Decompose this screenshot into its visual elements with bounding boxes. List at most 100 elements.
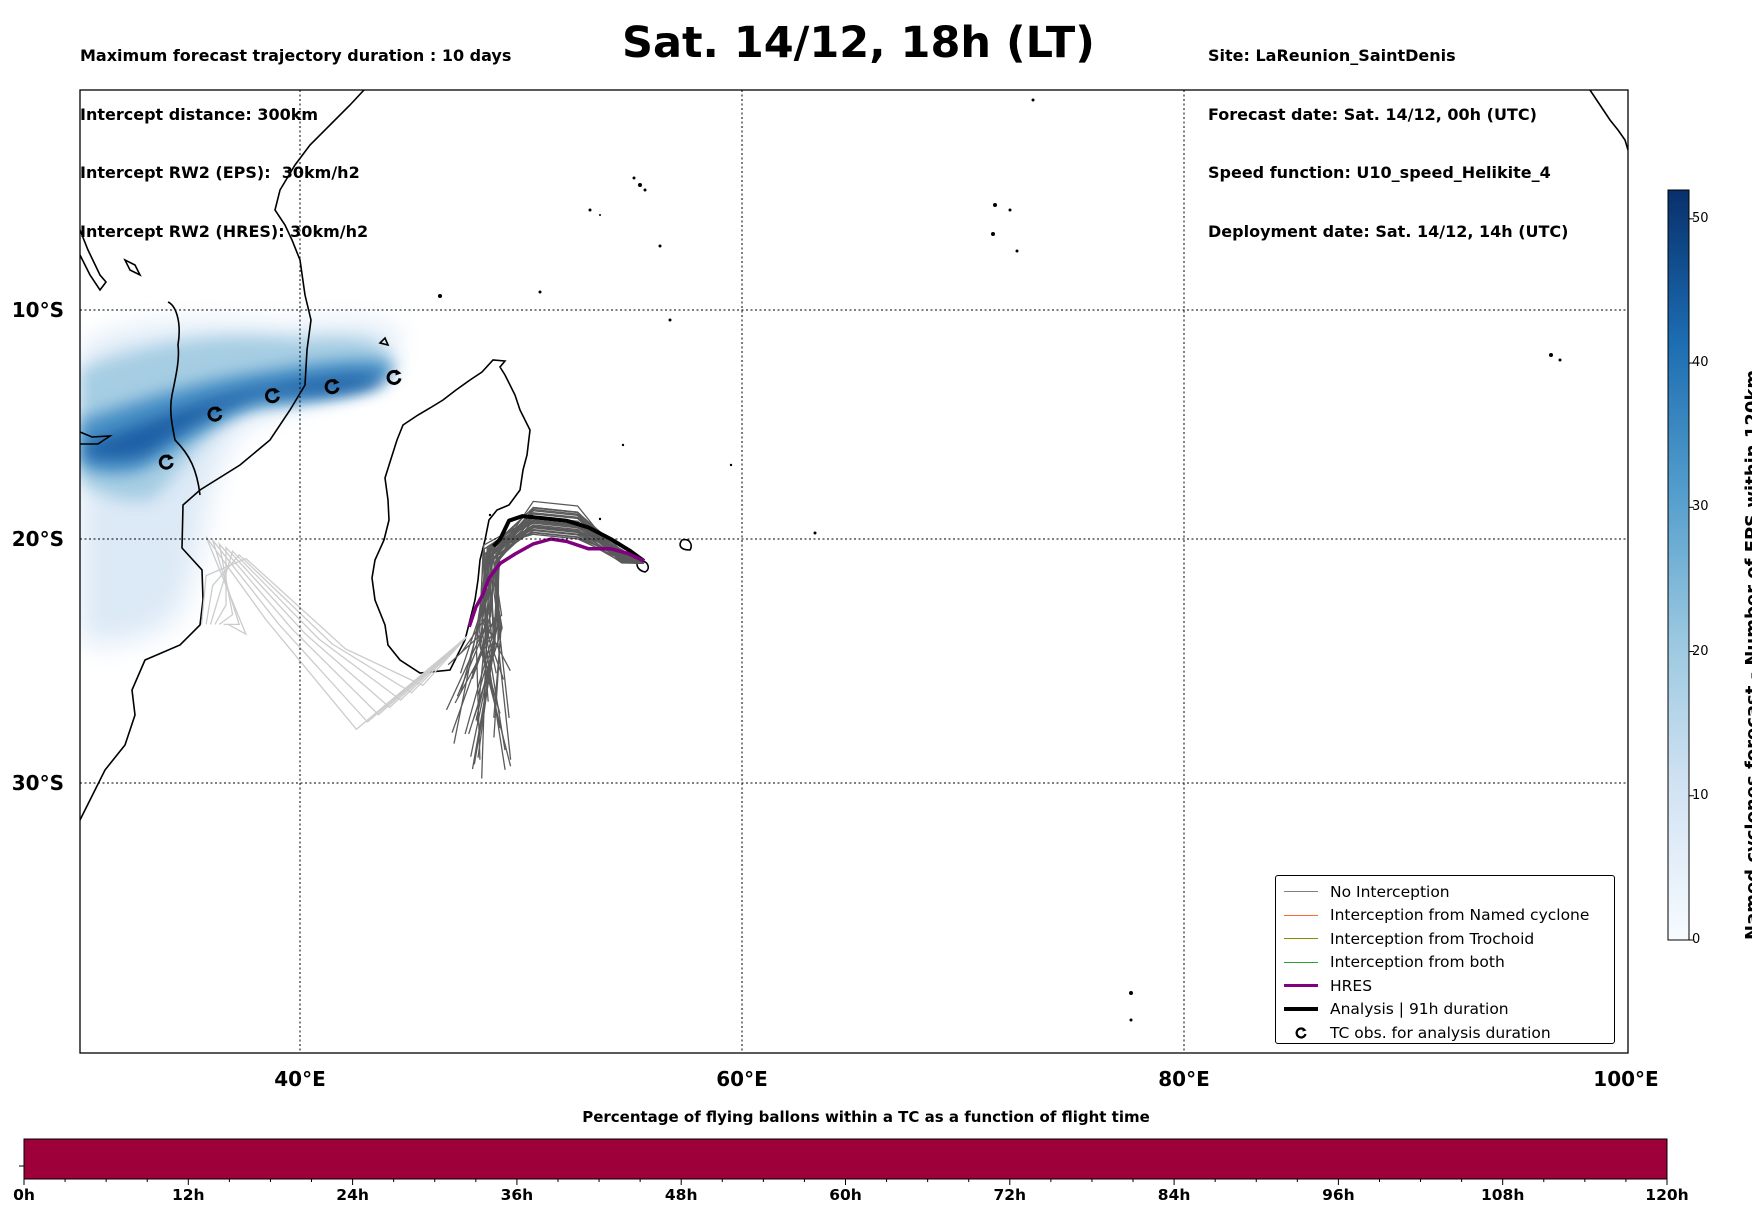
map-frame: [79, 89, 1629, 1054]
eps-trajectory-faded: [205, 536, 468, 731]
lon-label: 100°E: [1593, 1067, 1659, 1091]
lake-tanganyika: [80, 431, 113, 445]
legend: No Interception Interception from Named …: [1275, 875, 1615, 1044]
east-africa-islands: [123, 258, 142, 277]
lat-label: 30°S: [11, 771, 64, 795]
eps-trajectory: [479, 526, 645, 767]
legend-item: TC obs. for analysis duration: [1282, 1021, 1614, 1045]
lat-label: 20°S: [11, 527, 64, 551]
tc-observation-symbol: [158, 454, 174, 470]
comoros-island: [378, 336, 390, 347]
info-line: Intercept RW2 (EPS): 30km/h2: [80, 163, 360, 182]
flight-time-label: 108h: [1480, 1186, 1525, 1204]
tc-observation-symbol: [207, 406, 223, 422]
mauritius-island: [679, 538, 692, 551]
lon-label: 60°E: [716, 1067, 768, 1091]
cyclone-symbol-icon: [1295, 1027, 1307, 1039]
forecast-parameters: Maximum forecast trajectory duration : 1…: [80, 7, 511, 261]
flight-time-label: 72h: [993, 1186, 1027, 1204]
hres-track: [467, 537, 645, 628]
eps-trajectory: [485, 520, 645, 770]
flight-time-label: 12h: [171, 1186, 205, 1204]
flight-time-label: 96h: [1322, 1186, 1355, 1204]
colorbar-tick-label: 30: [1692, 499, 1709, 515]
colorbar-tick-label: 40: [1692, 355, 1709, 371]
legend-label: HRES: [1330, 976, 1373, 995]
colorbar: [1667, 189, 1690, 941]
flight-time-label: 120h: [1645, 1186, 1689, 1204]
coastlines: [80, 90, 1628, 821]
eps-trajectory-faded: [200, 557, 468, 687]
flight-time-title: Percentage of flying ballons within a TC…: [582, 1108, 1150, 1126]
northeast-coast: [1589, 90, 1628, 151]
lon-label: 80°E: [1158, 1067, 1210, 1091]
colorbar-title: Named cyclones forecast - Number of EPS …: [1742, 369, 1752, 940]
flight-time-label: 36h: [500, 1186, 534, 1204]
flight-time-bar: [23, 1138, 1668, 1180]
legend-label: Analysis | 91h duration: [1330, 1000, 1509, 1019]
madagascar: [371, 359, 531, 674]
info-line: Forecast date: Sat. 14/12, 00h (UTC): [1208, 104, 1537, 124]
legend-line: [1284, 938, 1318, 940]
flight-time-label: 60h: [829, 1186, 862, 1204]
legend-item: Interception from Named cyclone: [1282, 904, 1614, 928]
colorbar-ticks: [1689, 218, 1694, 941]
flight-time-label: 0h: [13, 1186, 35, 1204]
africa-coastline: [80, 90, 365, 821]
legend-label: Interception from Named cyclone: [1330, 906, 1590, 925]
flight-time-ticks: [23, 1179, 1668, 1185]
info-line: Speed function: U10_speed_Helikite_4: [1208, 163, 1551, 182]
eps-trajectories-light: [200, 536, 468, 731]
legend-item: Interception from Trochoid: [1282, 927, 1614, 951]
legend-item: Interception from both: [1282, 951, 1614, 975]
legend-line: [1284, 1007, 1318, 1012]
eps-trajectory-faded: [212, 539, 468, 723]
lake-malawi: [167, 301, 201, 496]
legend-item: Analysis | 91h duration: [1282, 998, 1614, 1022]
map-title: Sat. 14/12, 18h (LT): [622, 18, 1095, 68]
tc-observation-symbol: [324, 378, 340, 395]
info-line: Intercept RW2 (HRES): 30km/h2: [80, 221, 369, 241]
legend-line: [1284, 984, 1318, 988]
legend-label: TC obs. for analysis duration: [1330, 1023, 1551, 1042]
legend-label: Interception from both: [1330, 953, 1505, 972]
eps-trajectory: [464, 527, 644, 735]
info-line: Maximum forecast trajectory duration : 1…: [80, 46, 512, 65]
legend-label: Interception from Trochoid: [1330, 929, 1535, 948]
cyclone-density-field: [80, 322, 400, 644]
colorbar-tick-label: 10: [1692, 787, 1709, 803]
eps-trajectory-faded: [214, 545, 468, 709]
small-islands: [438, 98, 1562, 1022]
flight-time-label: 84h: [1157, 1186, 1191, 1204]
eps-trajectory-faded: [205, 553, 468, 694]
legend-line: [1284, 914, 1318, 916]
info-line: Site: LaReunion_SaintDenis: [1208, 46, 1456, 65]
info-line: Deployment date: Sat. 14/12, 14h (UTC): [1208, 221, 1569, 241]
graticule: [80, 90, 1628, 1053]
site-parameters: Site: LaReunion_SaintDenis Forecast date…: [1208, 7, 1568, 261]
flight-time-label: 48h: [664, 1186, 698, 1204]
legend-item: HRES: [1282, 974, 1614, 998]
info-line: Intercept distance: 300km: [80, 104, 319, 124]
colorbar-tick-label: 50: [1692, 210, 1709, 226]
tc-observations: [158, 369, 402, 470]
colorbar-tick-label: 20: [1692, 643, 1709, 659]
lon-label: 40°E: [274, 1067, 326, 1091]
legend-line: [1284, 961, 1318, 963]
legend-line: [1284, 891, 1318, 893]
legend-item: No Interception: [1282, 880, 1614, 904]
flight-time-label: 24h: [336, 1186, 369, 1204]
eps-trajectory-faded: [218, 541, 468, 716]
eps-trajectory-faded: [209, 549, 468, 701]
map-content: [80, 90, 1628, 1022]
tc-observation-symbol: [386, 369, 402, 385]
tc-observation-symbol: [264, 387, 280, 404]
analysis-track: [492, 514, 646, 563]
eps-trajectory: [470, 500, 644, 757]
eps-trajectory: [475, 508, 645, 760]
legend-label: No Interception: [1330, 882, 1450, 901]
arabian-coast: [80, 229, 108, 292]
colorbar-tick-label: 0: [1692, 932, 1701, 947]
lat-label: 10°S: [11, 298, 64, 322]
